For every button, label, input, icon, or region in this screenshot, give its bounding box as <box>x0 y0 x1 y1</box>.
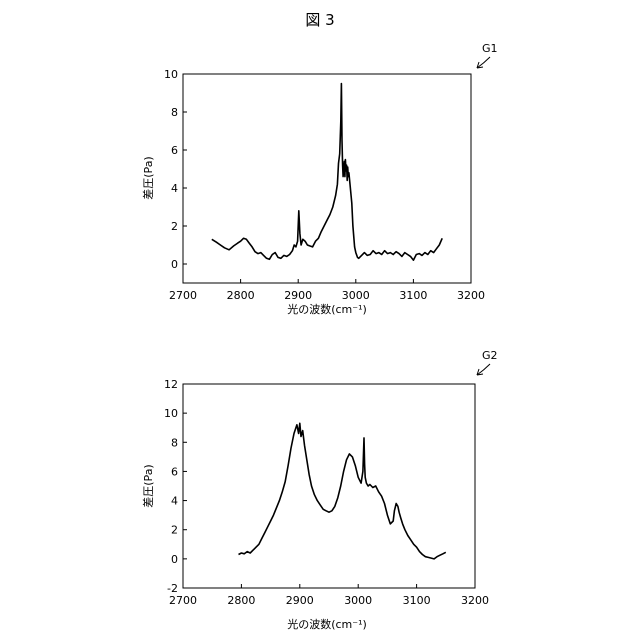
chart-g1-ytick-label: 2 <box>171 220 178 233</box>
figure-title: 図 3 <box>305 11 334 29</box>
chart-g2-ytick-label: 12 <box>164 378 178 391</box>
chart-g1-xtick-label: 2700 <box>169 289 197 302</box>
chart-g1-xtick-label: 3100 <box>399 289 427 302</box>
chart-g2-ytick-label: 6 <box>171 465 178 478</box>
chart-g2-xtick-label: 2900 <box>286 594 314 607</box>
chart-g2-ytick-label: 4 <box>171 495 178 508</box>
chart-g2-xtick-label: 3000 <box>344 594 372 607</box>
chart-g2-ticks: 2700 2800 2900 3000 3100 3200 -2 0 2 4 6 8 10 12 <box>164 378 489 607</box>
chart-g2-xtick-label: 2800 <box>227 594 255 607</box>
chart-g1-plot-frame <box>183 74 471 283</box>
chart-g1-ticks: 2700 2800 2900 3000 3100 3200 0 2 4 6 8 10 <box>164 68 485 302</box>
chart-g2: 2700 2800 2900 3000 3100 3200 -2 0 2 4 6 8 10 12 光の波数… <box>141 349 498 631</box>
chart-g2-xtick-label: 2700 <box>169 594 197 607</box>
chart-g2-xlabel: 光の波数(cm⁻¹) <box>287 617 367 631</box>
chart-g2-ytick-label: -2 <box>167 582 178 595</box>
chart-g2-ytick-label: 0 <box>171 553 178 566</box>
chart-g2-id-label: G2 <box>482 349 498 362</box>
chart-g1-xtick-label: 3200 <box>457 289 485 302</box>
chart-g1-ytick-label: 10 <box>164 68 178 81</box>
chart-g1-xtick-label: 2900 <box>284 289 312 302</box>
chart-g2-ytick-label: 2 <box>171 524 178 537</box>
chart-g2-series-line <box>239 423 446 559</box>
chart-g1-series-line <box>212 84 442 261</box>
chart-g1-id-label: G1 <box>482 42 498 55</box>
chart-g2-xtick-label: 3100 <box>403 594 431 607</box>
chart-g1-xtick-label: 2800 <box>227 289 255 302</box>
chart-g1-ytick-label: 8 <box>171 106 178 119</box>
chart-g1-xtick-label: 3000 <box>342 289 370 302</box>
chart-g2-ytick-label: 8 <box>171 436 178 449</box>
chart-g1: 2700 2800 2900 3000 3100 3200 0 2 4 6 8 10 光の波数(cm⁻… <box>141 42 498 316</box>
chart-g1-ytick-label: 4 <box>171 182 178 195</box>
chart-g1-ytick-label: 0 <box>171 258 178 271</box>
chart-g2-xtick-label: 3200 <box>461 594 489 607</box>
chart-g2-ytick-label: 10 <box>164 407 178 420</box>
chart-g1-ytick-label: 6 <box>171 144 178 157</box>
chart-g1-ylabel: 差圧(Pa) <box>141 156 155 199</box>
chart-g1-xlabel: 光の波数(cm⁻¹) <box>287 302 367 316</box>
chart-g2-ylabel: 差圧(Pa) <box>141 464 155 507</box>
